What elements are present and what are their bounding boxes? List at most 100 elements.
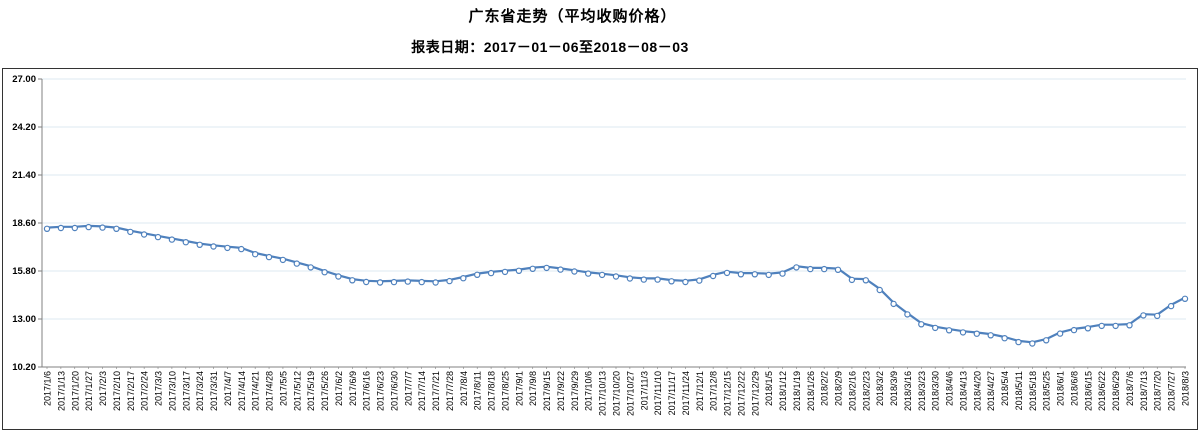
x-tick-label: 2017/9/15 <box>542 371 552 411</box>
x-tick-label: 2018/2/9 <box>834 371 844 406</box>
data-point-marker <box>321 268 328 276</box>
x-tick-label: 2017/9/29 <box>570 371 580 411</box>
data-point-marker <box>1001 335 1008 342</box>
data-point-marker <box>251 250 259 258</box>
x-tick-label: 2017/12/8 <box>709 371 719 411</box>
x-tick-label: 2017/7/7 <box>403 371 413 406</box>
data-point-marker <box>598 271 606 279</box>
data-point-marker <box>1167 302 1175 310</box>
x-tick-label: 2017/7/28 <box>445 371 455 411</box>
x-tick-label: 2017/12/22 <box>736 371 746 416</box>
x-tick-label: 2017/7/14 <box>417 371 427 411</box>
data-point-marker <box>1029 340 1036 347</box>
x-tick-label: 2017/11/17 <box>667 371 677 415</box>
x-tick-label: 2018/7/27 <box>1167 371 1177 411</box>
data-point-marker <box>501 268 509 276</box>
x-tick-label: 2018/5/25 <box>1042 371 1052 411</box>
data-point-marker <box>265 253 273 261</box>
x-tick-label: 2018/7/20 <box>1153 371 1163 411</box>
x-tick-label: 2018/4/27 <box>986 371 996 411</box>
y-tick-label: 15.80 <box>12 266 36 277</box>
data-point-marker <box>737 271 745 278</box>
x-tick-label: 2017/4/28 <box>265 371 275 411</box>
x-tick-label: 2017/2/3 <box>98 371 108 406</box>
data-point-marker <box>904 311 911 318</box>
data-point-marker <box>460 274 467 282</box>
data-point-marker <box>224 244 231 252</box>
x-tick-label: 2018/1/5 <box>764 371 774 406</box>
y-tick-label: 10.20 <box>12 362 36 373</box>
data-point-marker <box>1181 295 1189 302</box>
data-point-marker <box>876 286 883 294</box>
x-tick-label: 2018/4/13 <box>958 371 968 411</box>
data-point-marker <box>987 332 994 339</box>
x-tick-label: 2017/9/8 <box>528 371 538 406</box>
data-point-marker <box>1084 325 1092 332</box>
chart-frame: 27.00 24.20 21.40 18.60 15.80 13.00 10.20 2017/… <box>2 68 1198 430</box>
data-point-marker <box>973 330 981 337</box>
x-tick-label: 2017/11/24 <box>681 371 691 415</box>
x-tick-label: 2017/2/10 <box>112 371 122 411</box>
data-point-marker <box>668 278 675 285</box>
x-tick-label: 2017/4/7 <box>223 371 233 406</box>
data-point-marker <box>307 264 314 271</box>
data-point-marker <box>349 277 356 284</box>
x-tick-label: 2017/9/22 <box>556 371 566 411</box>
x-tick-label: 2017/6/16 <box>362 371 372 411</box>
data-point-marker <box>127 228 134 236</box>
data-point-marker <box>113 225 120 232</box>
x-tick-label: 2017/5/12 <box>292 371 302 411</box>
data-point-marker <box>807 265 814 273</box>
x-tick-label: 2018/6/29 <box>1111 371 1121 411</box>
x-tick-label: 2017/10/6 <box>584 371 594 411</box>
data-point-marker <box>1140 312 1147 319</box>
x-tick-label: 2018/6/8 <box>1069 371 1079 406</box>
data-point-marker <box>723 269 731 277</box>
x-tick-label: 2018/1/12 <box>778 371 788 411</box>
data-point-marker <box>1112 322 1119 330</box>
data-point-marker <box>418 278 425 286</box>
x-tick-label: 2018/4/20 <box>972 371 982 411</box>
data-point-marker <box>709 272 717 280</box>
data-point-marker <box>1056 330 1064 337</box>
data-point-marker <box>43 225 51 232</box>
x-tick-label: 2017/3/10 <box>167 371 177 411</box>
data-point-marker <box>474 271 481 278</box>
data-point-marker <box>945 327 953 334</box>
x-tick-label: 2017/6/2 <box>334 371 344 406</box>
data-point-marker <box>848 276 856 284</box>
data-point-marker <box>862 277 870 284</box>
x-tick-label: 2018/3/9 <box>889 371 899 406</box>
x-tick-label: 2017/12/29 <box>750 371 760 416</box>
data-point-marker <box>363 278 370 286</box>
x-tick-label: 2018/6/22 <box>1097 371 1107 411</box>
x-tick-label: 2017/1/13 <box>56 371 66 411</box>
x-tick-label: 2018/8/3 <box>1181 371 1191 406</box>
x-tick-label: 2017/1/20 <box>70 371 80 411</box>
x-tick-label: 2018/7/6 <box>1125 371 1135 406</box>
data-point-marker <box>571 268 578 275</box>
data-point-marker <box>238 245 245 253</box>
x-tick-label: 2017/8/25 <box>500 371 510 411</box>
x-tick-label: 2018/4/6 <box>945 371 955 406</box>
x-tick-label: 2018/1/19 <box>792 371 802 411</box>
x-tick-label: 2018/3/23 <box>917 371 927 411</box>
x-tick-label: 2017/12/1 <box>695 371 705 411</box>
data-point-marker <box>335 273 342 280</box>
x-tick-label: 2017/10/20 <box>612 371 622 416</box>
data-point-marker <box>515 267 523 274</box>
x-tick-label: 2017/2/24 <box>140 371 150 411</box>
x-tick-label: 2017/1/6 <box>43 371 53 406</box>
x-tick-label: 2018/7/13 <box>1139 371 1149 411</box>
data-point-marker <box>1126 322 1133 329</box>
data-point-marker <box>487 269 495 277</box>
price-trend-line-chart: 27.00 24.20 21.40 18.60 15.80 13.00 10.20 2017/… <box>12 74 1191 416</box>
x-tick-label: 2018/5/4 <box>1000 371 1010 406</box>
data-point-marker <box>779 270 786 277</box>
data-point-marker <box>57 224 65 232</box>
x-tick-label: 2018/2/23 <box>861 371 871 411</box>
y-tick-label: 24.20 <box>12 122 36 133</box>
data-point-marker <box>99 224 106 231</box>
data-point-marker <box>182 238 189 246</box>
